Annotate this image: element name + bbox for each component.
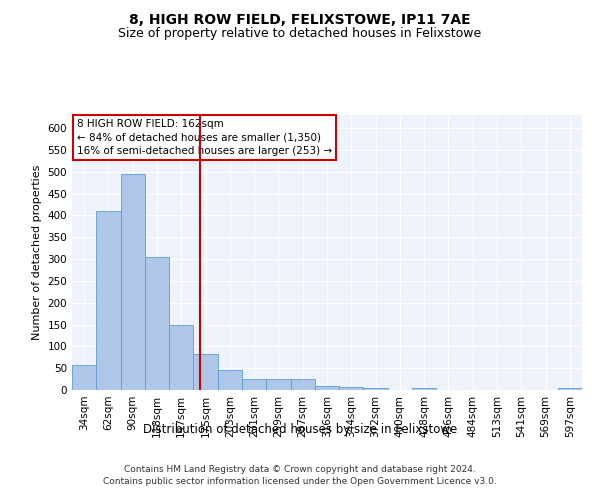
Text: Contains HM Land Registry data © Crown copyright and database right 2024.: Contains HM Land Registry data © Crown c… bbox=[124, 465, 476, 474]
Bar bbox=[412, 388, 436, 390]
Text: 8 HIGH ROW FIELD: 162sqm
← 84% of detached houses are smaller (1,350)
16% of sem: 8 HIGH ROW FIELD: 162sqm ← 84% of detach… bbox=[77, 119, 332, 156]
Bar bbox=[145, 257, 169, 390]
Bar bbox=[364, 388, 388, 390]
Bar bbox=[558, 388, 582, 390]
Text: Distribution of detached houses by size in Felixstowe: Distribution of detached houses by size … bbox=[143, 422, 457, 436]
Bar bbox=[266, 379, 290, 390]
Y-axis label: Number of detached properties: Number of detached properties bbox=[32, 165, 42, 340]
Bar bbox=[169, 324, 193, 390]
Bar bbox=[290, 379, 315, 390]
Bar bbox=[339, 386, 364, 390]
Text: Size of property relative to detached houses in Felixstowe: Size of property relative to detached ho… bbox=[118, 28, 482, 40]
Bar bbox=[315, 386, 339, 390]
Bar bbox=[193, 354, 218, 390]
Text: Contains public sector information licensed under the Open Government Licence v3: Contains public sector information licen… bbox=[103, 478, 497, 486]
Bar bbox=[72, 364, 96, 390]
Bar bbox=[96, 211, 121, 390]
Bar bbox=[218, 370, 242, 390]
Text: 8, HIGH ROW FIELD, FELIXSTOWE, IP11 7AE: 8, HIGH ROW FIELD, FELIXSTOWE, IP11 7AE bbox=[129, 12, 471, 26]
Bar bbox=[242, 379, 266, 390]
Bar bbox=[121, 174, 145, 390]
